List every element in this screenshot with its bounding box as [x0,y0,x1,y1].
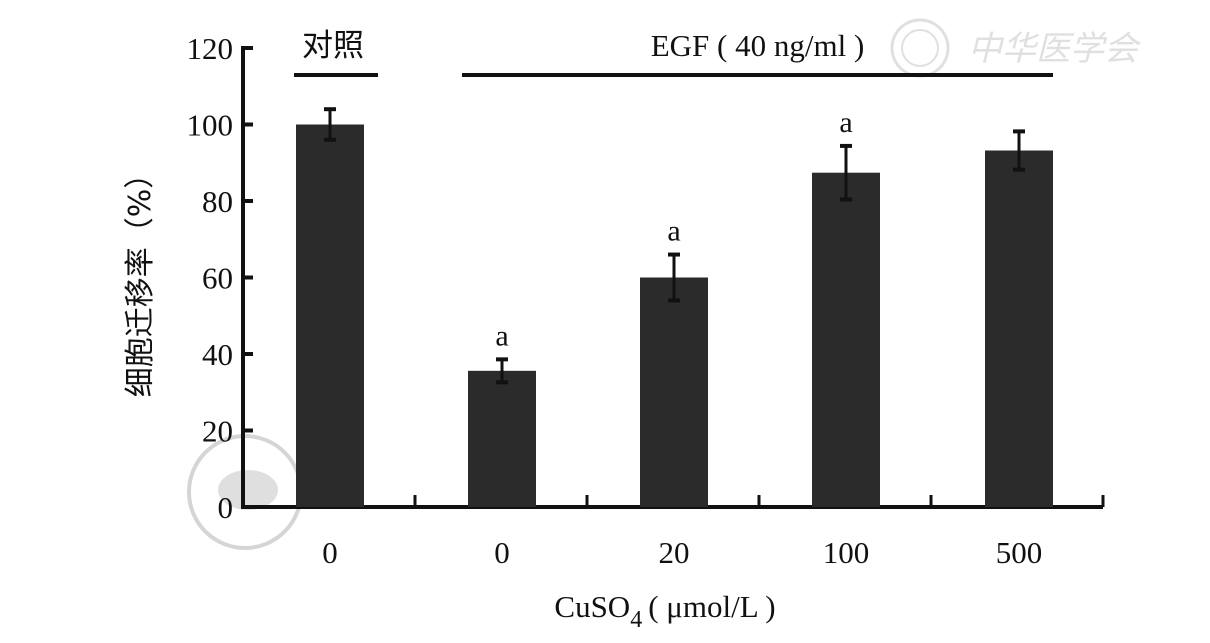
watermark-text: 中华医学会 [968,29,1142,69]
group-label: EGF ( 40 ng/ml ) [651,28,865,63]
y-tick-label: 60 [202,261,233,296]
bar [812,172,880,507]
x-axis-label-unit: ( μmol/L ) [648,589,775,624]
bars [296,107,1053,507]
svg-text:CuSO4( μmol/L ): CuSO4( μmol/L ) [554,589,775,633]
x-axis-label-main: CuSO [554,589,630,624]
bar [985,150,1053,507]
y-tick-label: 100 [187,108,234,143]
bar [468,370,536,507]
watermark-top-right: 中华医学会 [890,18,1142,78]
x-tick-label: 100 [823,535,870,570]
labels: 0 20 40 60 80 100 120 0 a 0 a 20 a 100 500 对照 EGF ( 40 n… [187,28,1053,570]
y-tick-label: 40 [202,337,233,372]
y-tick-label: 20 [202,414,233,449]
y-tick-label: 0 [218,490,234,525]
y-tick-label: 120 [187,31,234,66]
x-tick-label: 0 [322,535,338,570]
y-axis-label: 细胞迁移率（%） [123,159,158,398]
x-tick-label: 20 [659,535,690,570]
x-tick-label: 0 [494,535,510,570]
x-axis-label: CuSO4( μmol/L ) [554,589,775,633]
bar [296,124,364,507]
significance-label: a [839,106,852,139]
x-axis-label-sub: 4 [630,607,642,633]
y-tick-label: 80 [202,184,233,219]
significance-label: a [667,215,680,248]
group-label: 对照 [302,28,364,64]
bar [640,277,708,507]
significance-label: a [495,319,508,352]
x-tick-label: 500 [996,535,1043,570]
